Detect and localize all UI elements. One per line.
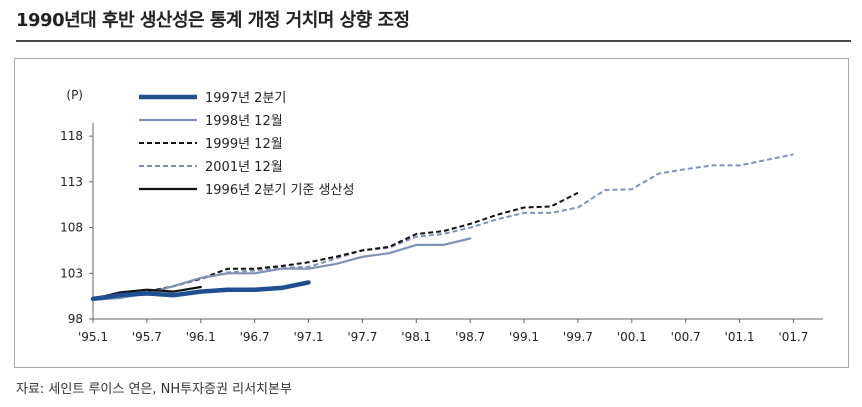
series-line-4 <box>92 153 794 301</box>
x-tick-label: '98.7 <box>455 330 485 344</box>
x-tick-label: '00.1 <box>617 330 647 344</box>
y-tick-label: 103 <box>60 266 83 280</box>
legend-label-3: 1999년 12월 <box>205 137 283 152</box>
chart-frame: 98 103 108 113 118 (P) '95.1 '95.7 '96.1 '96.7 '97… <box>14 58 849 368</box>
legend-label-5: 1996년 2분기 기준 생산성 <box>205 183 354 198</box>
x-tick-label: '00.7 <box>671 330 701 344</box>
x-tick-label: '97.1 <box>294 330 324 344</box>
x-tick-label: '99.1 <box>509 330 539 344</box>
x-tick-label: '95.7 <box>132 330 162 344</box>
y-tick-label: 108 <box>60 221 83 235</box>
x-tick-label: '98.1 <box>401 330 431 344</box>
x-tick-label: '96.1 <box>186 330 216 344</box>
source-note: 자료: 세인트 루이스 연은, NH투자증권 리서치본부 <box>16 382 292 397</box>
y-unit-label: (P) <box>66 88 83 102</box>
y-tick-label: 118 <box>60 129 83 143</box>
chart-title: 1990년대 후반 생산성은 통계 개정 거치며 상향 조정 <box>16 10 410 31</box>
x-tick-label: '99.7 <box>563 330 593 344</box>
y-tick-label: 98 <box>68 312 83 326</box>
line-chart: 98 103 108 113 118 (P) '95.1 '95.7 '96.1 '96.7 '97… <box>60 88 823 344</box>
y-tick-label: 113 <box>60 175 83 189</box>
legend-label-1: 1997년 2분기 <box>205 91 286 106</box>
legend-label-4: 2001년 12월 <box>205 160 283 175</box>
x-tick-label: '01.7 <box>778 330 808 344</box>
title-divider <box>16 40 851 42</box>
x-tick-label: '01.1 <box>725 330 755 344</box>
series-line-1 <box>90 280 311 302</box>
series-line-3 <box>92 191 579 300</box>
x-tick-label: '97.7 <box>347 330 377 344</box>
x-tick-label: '95.1 <box>78 330 108 344</box>
legend-label-2: 1998년 12월 <box>205 114 283 129</box>
x-tick-label: '96.7 <box>240 330 270 344</box>
